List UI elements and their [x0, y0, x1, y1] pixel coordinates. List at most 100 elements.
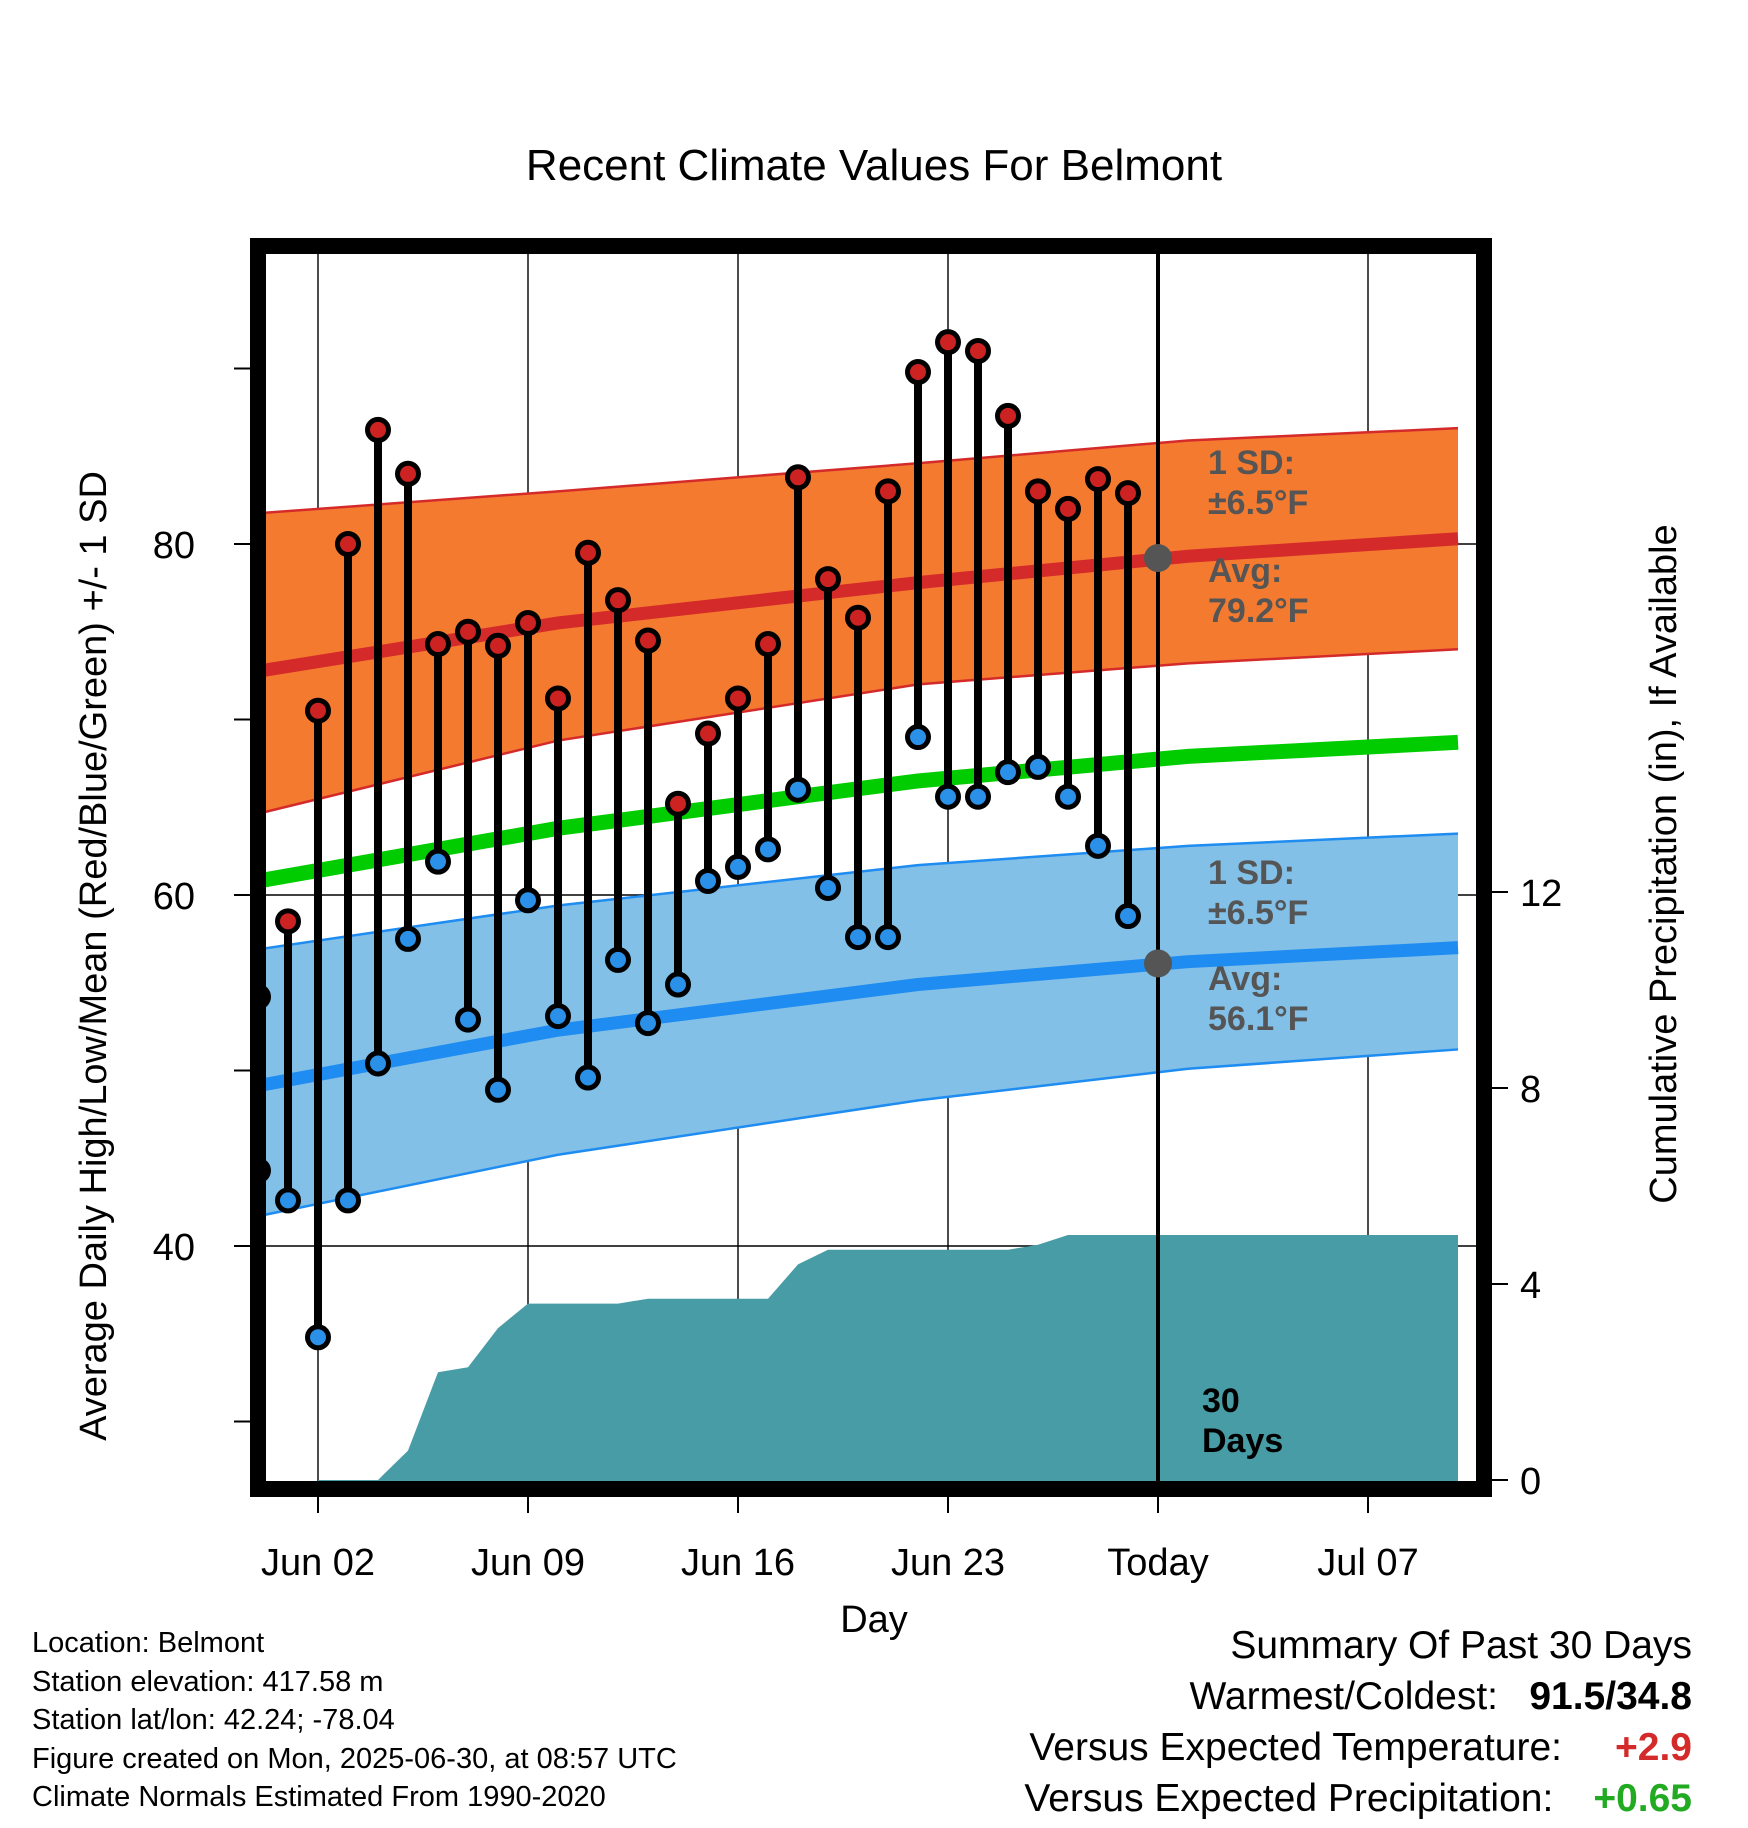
daily-low-point	[365, 1050, 391, 1077]
today-low-avg-point	[1144, 949, 1172, 978]
warm-cold-label: Warmest/Coldest:	[1189, 1675, 1498, 1718]
daily-high-point	[755, 631, 781, 658]
y-tick-label-right: 0	[1520, 1461, 1541, 1503]
daily-low-point	[635, 1010, 661, 1037]
daily-high-point	[725, 685, 751, 712]
temp-value: +2.9	[1615, 1726, 1692, 1769]
daily-high-point	[365, 416, 391, 443]
daily-high-point	[1115, 480, 1141, 507]
y-tick-label-right: 8	[1520, 1069, 1541, 1111]
low-band-lower-edge	[258, 1048, 1459, 1218]
summary-heading: Summary Of Past 30 Days	[1230, 1624, 1692, 1667]
x-tick-label: Jun 09	[471, 1542, 585, 1584]
daily-low-point	[1085, 832, 1111, 859]
warm-cold-value: 91.5/34.8	[1529, 1675, 1692, 1718]
daily-high-point	[545, 685, 571, 712]
daily-high-point	[575, 539, 601, 566]
y-axis-label-right: Cumulative Precipitation (in), If Availa…	[1643, 524, 1685, 1203]
daily-low-point	[605, 946, 631, 973]
daily-high-point	[305, 697, 331, 724]
precip-label: Versus Expected Precipitation:	[1024, 1777, 1554, 1820]
daily-high-point	[845, 604, 871, 631]
elevation-text: Station elevation: 417.58 m	[32, 1665, 384, 1698]
daily-low-point	[905, 724, 931, 751]
temp-row: Versus Expected Temperature: +2.9	[1024, 1722, 1692, 1773]
y-tick-label-left: 40	[153, 1227, 195, 1269]
high-sd-annotation: 1 SD:	[1208, 444, 1295, 482]
daily-high-point	[665, 790, 691, 817]
daily-low-point	[695, 867, 721, 894]
daily-high-point	[1055, 495, 1081, 522]
daily-high-point	[455, 618, 481, 645]
daily-high-point	[965, 337, 991, 364]
daily-high-point	[695, 720, 721, 747]
daily-low-point	[1055, 783, 1081, 810]
daily-low-point	[425, 848, 451, 875]
daily-high-point	[515, 609, 541, 636]
daily-low-point	[815, 874, 841, 901]
daily-high-point	[1085, 466, 1111, 493]
daily-low-point	[935, 783, 961, 810]
y-tick-label-left: 80	[153, 525, 195, 567]
daily-high-point	[275, 908, 301, 935]
precip-value: +0.65	[1593, 1777, 1692, 1820]
daily-high-point	[395, 460, 421, 487]
daily-high-point	[905, 359, 931, 386]
daily-low-point	[995, 759, 1021, 786]
high-sd-annotation: ±6.5°F	[1208, 484, 1308, 522]
normals-text: Climate Normals Estimated From 1990-2020	[32, 1781, 606, 1813]
low-sd-annotation: ±6.5°F	[1208, 894, 1308, 932]
daily-high-point	[335, 531, 361, 557]
latlon-text: Station lat/lon: 42.24; -78.04	[32, 1704, 395, 1736]
warm-cold-row: Warmest/Coldest: 91.5/34.8	[1024, 1671, 1692, 1722]
station-info: Location: Belmont Station elevation: 417…	[32, 1624, 677, 1817]
normal-low-line	[258, 941, 1459, 1093]
daily-low-point	[275, 1187, 301, 1214]
x-tick-label: Jun 16	[681, 1542, 795, 1584]
daily-low-point	[305, 1324, 331, 1351]
temp-label: Versus Expected Temperature:	[1029, 1726, 1562, 1769]
y-tick-label-right: 4	[1520, 1265, 1541, 1307]
axes: Jun 02 Jun 09 Jun 16 Jun 23 Today Jul 0740608…	[153, 238, 1562, 1584]
daily-low-point	[965, 783, 991, 810]
daily-high-point	[995, 402, 1021, 429]
location-text: Location: Belmont	[32, 1627, 265, 1659]
daily-low-point	[755, 836, 781, 863]
daily-high-point	[635, 627, 661, 654]
y-axis-label-left: Average Daily High/Low/Mean (Red/Blue/Gr…	[73, 471, 115, 1441]
daily-low-point	[665, 971, 691, 998]
low-sd-annotation: 1 SD:	[1208, 854, 1295, 892]
daily-low-point	[335, 1187, 361, 1214]
high-avg-annotation: Avg:	[1208, 552, 1282, 590]
window-annotation: 30	[1202, 1382, 1240, 1420]
daily-low-point	[725, 853, 751, 880]
summary-panel: Summary Of Past 30 Days Warmest/Coldest:…	[1024, 1620, 1692, 1824]
window-annotation: Days	[1202, 1422, 1283, 1460]
daily-high-point	[815, 566, 841, 593]
x-tick-label: Jul 07	[1317, 1542, 1418, 1584]
daily-high-point	[485, 632, 511, 659]
high-avg-annotation: 79.2°F	[1208, 592, 1309, 630]
daily-low-point	[395, 925, 421, 952]
daily-high-point	[935, 329, 961, 356]
low-band-upper-edge	[258, 832, 1459, 951]
daily-low-point	[485, 1076, 511, 1103]
daily-low-point	[875, 924, 901, 951]
daily-high-point	[875, 478, 901, 505]
x-axis-label: Day	[840, 1599, 908, 1641]
daily-high-point	[605, 587, 631, 614]
precip-area	[318, 1235, 1458, 1489]
daily-low-point	[1115, 903, 1141, 930]
x-tick-label: Jun 23	[891, 1542, 1005, 1584]
daily-low-point	[515, 887, 541, 914]
created-text: Figure created on Mon, 2025-06-30, at 08…	[32, 1742, 677, 1775]
daily-low-point	[545, 1003, 571, 1030]
today-high-avg-point	[1144, 544, 1172, 573]
y-tick-label-left: 60	[153, 876, 195, 918]
daily-low-point	[785, 776, 811, 803]
daily-low-point	[455, 1006, 481, 1033]
daily-high-point	[785, 464, 811, 491]
